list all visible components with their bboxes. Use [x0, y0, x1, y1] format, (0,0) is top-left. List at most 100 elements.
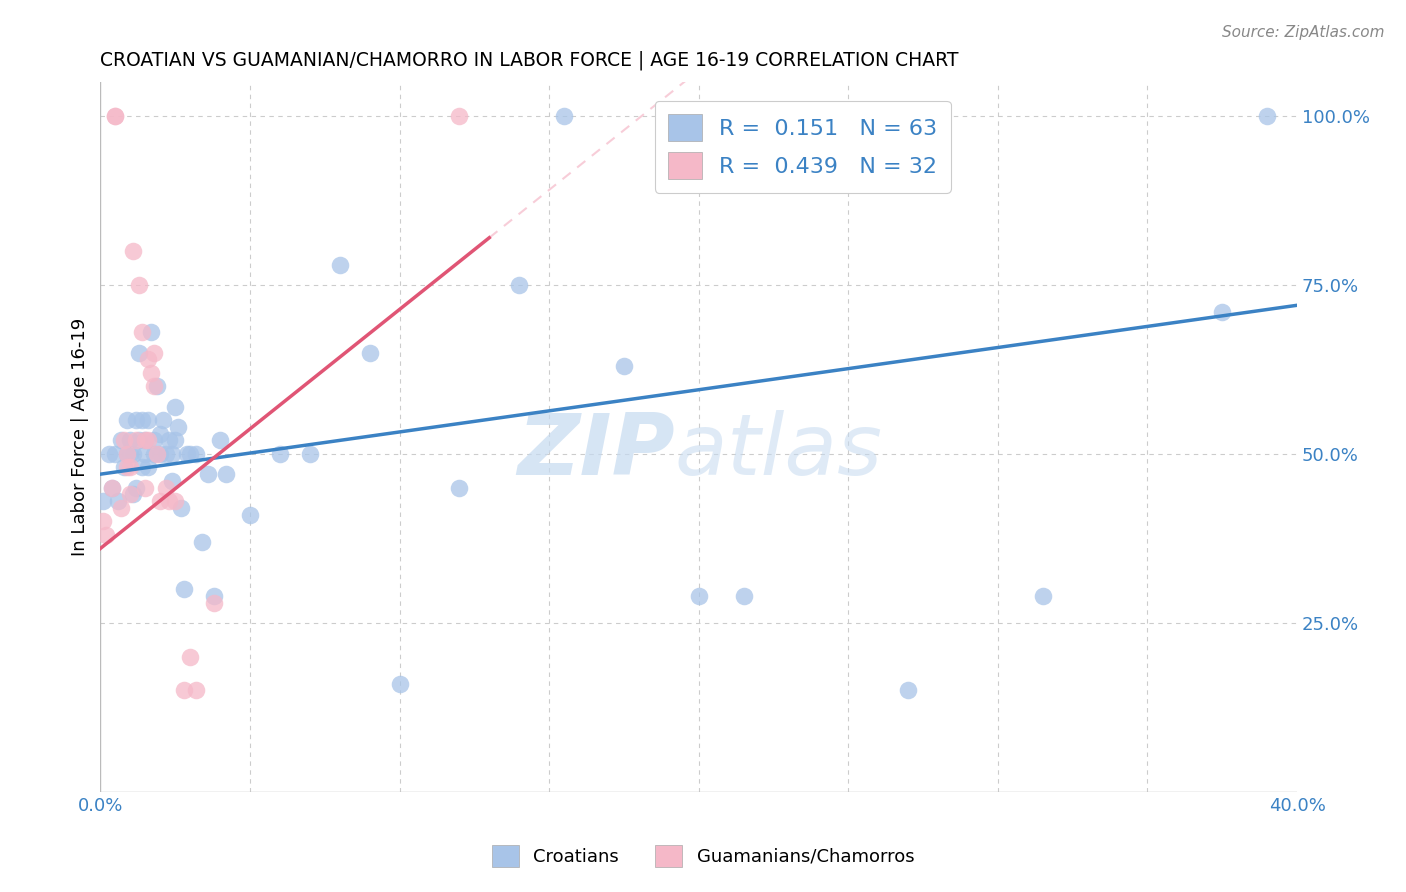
Point [136, 413, 159, 427]
Point [104, 447, 127, 461]
Point [136, 352, 159, 367]
Point [117, 413, 139, 427]
Text: Source: ZipAtlas.com: Source: ZipAtlas.com [1222, 25, 1385, 40]
Point [149, 494, 172, 508]
Point [184, 447, 207, 461]
Point [1256, 109, 1278, 123]
Point [149, 426, 172, 441]
Point [449, 481, 471, 495]
Point [157, 434, 180, 448]
Point [184, 683, 207, 698]
Point [117, 447, 139, 461]
Point [122, 244, 145, 259]
Point [146, 447, 169, 461]
Point [165, 494, 187, 508]
Point [329, 258, 352, 272]
Point [157, 494, 180, 508]
Point [143, 379, 166, 393]
Point [136, 434, 159, 448]
Point [131, 413, 153, 427]
Point [112, 460, 135, 475]
Point [202, 595, 225, 609]
Point [112, 434, 135, 448]
Point [155, 481, 177, 495]
Point [170, 500, 193, 515]
Point [120, 460, 142, 475]
Point [208, 434, 231, 448]
Point [104, 109, 127, 123]
Point [553, 109, 575, 123]
Legend: R =  0.151   N = 63, R =  0.439   N = 32: R = 0.151 N = 63, R = 0.439 N = 32 [655, 101, 950, 193]
Point [101, 481, 124, 495]
Legend: Croatians, Guamanians/Chamorros: Croatians, Guamanians/Chamorros [485, 838, 921, 874]
Point [167, 420, 190, 434]
Point [93, 515, 115, 529]
Point [104, 109, 127, 123]
Text: atlas: atlas [675, 409, 883, 492]
Point [197, 467, 219, 482]
Point [359, 345, 381, 359]
Point [897, 683, 920, 698]
Point [134, 434, 156, 448]
Point [107, 494, 129, 508]
Point [134, 447, 156, 461]
Point [1211, 305, 1233, 319]
Point [160, 474, 183, 488]
Point [508, 278, 530, 293]
Point [125, 481, 148, 495]
Point [173, 582, 195, 596]
Point [120, 447, 142, 461]
Point [449, 109, 471, 123]
Point [215, 467, 238, 482]
Point [155, 447, 177, 461]
Point [98, 447, 121, 461]
Point [1032, 589, 1054, 603]
Point [173, 683, 195, 698]
Point [176, 447, 198, 461]
Point [613, 359, 636, 373]
Point [122, 447, 145, 461]
Point [191, 534, 214, 549]
Point [110, 434, 132, 448]
Point [388, 676, 411, 690]
Point [120, 434, 142, 448]
Point [165, 400, 187, 414]
Point [128, 345, 150, 359]
Point [269, 447, 291, 461]
Point [134, 481, 156, 495]
Point [146, 379, 169, 393]
Point [131, 460, 153, 475]
Point [117, 460, 139, 475]
Point [125, 413, 148, 427]
Y-axis label: In Labor Force | Age 16-19: In Labor Force | Age 16-19 [72, 318, 89, 556]
Point [298, 447, 321, 461]
Point [110, 500, 132, 515]
Point [733, 589, 755, 603]
Point [117, 447, 139, 461]
Point [120, 487, 142, 501]
Point [134, 434, 156, 448]
Point [179, 447, 201, 461]
Point [143, 345, 166, 359]
Text: CROATIAN VS GUAMANIAN/CHAMORRO IN LABOR FORCE | AGE 16-19 CORRELATION CHART: CROATIAN VS GUAMANIAN/CHAMORRO IN LABOR … [100, 51, 959, 70]
Point [160, 447, 183, 461]
Point [152, 413, 174, 427]
Point [122, 487, 145, 501]
Text: ZIP: ZIP [517, 409, 675, 492]
Point [141, 366, 163, 380]
Point [128, 434, 150, 448]
Point [143, 447, 166, 461]
Point [141, 326, 163, 340]
Point [96, 528, 118, 542]
Point [179, 649, 201, 664]
Point [202, 589, 225, 603]
Point [128, 278, 150, 293]
Point [125, 434, 148, 448]
Point [136, 460, 159, 475]
Point [131, 326, 153, 340]
Point [101, 481, 124, 495]
Point [239, 508, 262, 522]
Point [143, 434, 166, 448]
Point [149, 447, 172, 461]
Point [165, 434, 187, 448]
